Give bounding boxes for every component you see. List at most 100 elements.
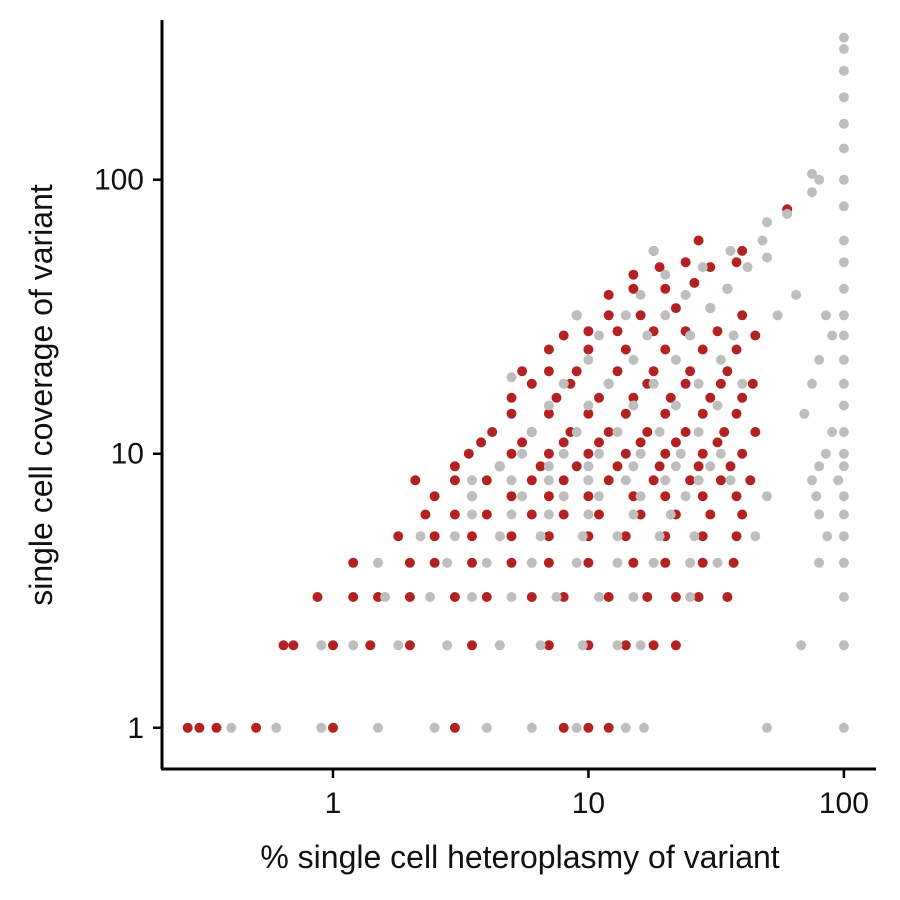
data-point-s1-48	[612, 531, 623, 542]
data-point-s0-161	[603, 289, 614, 300]
data-point-s0-32	[722, 592, 733, 602]
data-point-s1-43	[415, 531, 426, 542]
data-point-s1-18	[577, 640, 588, 651]
data-point-s1-144	[697, 262, 708, 273]
data-point-s1-154	[807, 187, 817, 198]
data-point-s0-63	[737, 509, 748, 520]
data-point-s1-51	[750, 531, 761, 542]
data-point-s1-94	[715, 448, 726, 459]
data-point-s1-110	[838, 400, 849, 411]
y-tick-label: 10	[111, 438, 144, 471]
data-point-s1-124	[838, 354, 849, 365]
data-point-s1-137	[838, 310, 849, 321]
data-point-s0-5	[449, 722, 460, 733]
data-point-s0-0	[182, 722, 193, 733]
data-point-s1-98	[571, 427, 582, 437]
data-point-s1-65	[594, 491, 604, 502]
data-point-s1-55	[506, 509, 517, 520]
data-point-s1-50	[689, 531, 700, 542]
data-point-s1-5	[481, 722, 492, 733]
data-point-s1-58	[628, 509, 639, 520]
data-point-s0-46	[467, 531, 477, 542]
data-point-s0-137	[571, 366, 582, 377]
data-point-s0-111	[680, 427, 691, 437]
data-point-s1-73	[543, 475, 554, 486]
data-point-s0-170	[731, 257, 742, 268]
data-point-s0-57	[526, 509, 537, 520]
data-point-s0-72	[731, 491, 742, 502]
data-point-s0-112	[719, 427, 730, 437]
data-point-s0-133	[715, 378, 726, 389]
data-point-s1-78	[725, 475, 736, 486]
data-point-s1-21	[796, 640, 807, 651]
data-point-s0-134	[747, 378, 758, 389]
data-point-s1-156	[807, 168, 817, 179]
data-point-s0-20	[312, 592, 323, 602]
data-point-s1-161	[838, 92, 849, 103]
data-point-s0-24	[449, 592, 460, 602]
data-point-s0-83	[449, 461, 460, 472]
data-point-s0-13	[404, 640, 415, 651]
data-point-s0-92	[506, 448, 517, 459]
ticks-layer: 1 10 100 1 10 100	[94, 164, 869, 820]
data-point-s1-79	[807, 475, 817, 486]
data-point-s1-3	[373, 722, 383, 733]
data-point-s0-96	[660, 448, 671, 459]
data-point-s0-14	[467, 640, 477, 651]
data-point-s0-115	[543, 408, 554, 419]
x-tick-label: 100	[819, 787, 869, 820]
data-point-s1-90	[558, 448, 569, 459]
data-point-s0-97	[697, 448, 708, 459]
data-point-s0-117	[620, 408, 631, 419]
data-point-s1-24	[425, 592, 436, 602]
data-point-s0-121	[506, 392, 517, 403]
data-point-s0-116	[583, 408, 594, 419]
data-point-s1-162	[838, 65, 849, 76]
data-point-s0-11	[328, 640, 338, 651]
data-point-s0-89	[693, 461, 704, 472]
data-point-s1-105	[583, 400, 594, 411]
data-point-s1-139	[680, 289, 691, 300]
data-point-s1-41	[814, 557, 825, 568]
data-point-s1-104	[543, 400, 554, 411]
data-point-s1-116	[737, 378, 748, 389]
data-point-s1-93	[675, 448, 686, 459]
data-point-s0-60	[635, 509, 646, 520]
data-point-s1-66	[635, 491, 646, 502]
data-point-s1-23	[380, 592, 391, 602]
data-point-s0-37	[506, 557, 517, 568]
data-point-s1-101	[693, 427, 704, 437]
data-point-s0-168	[680, 257, 691, 268]
data-point-s1-30	[685, 592, 696, 602]
data-point-s1-22	[838, 640, 849, 651]
data-point-s0-3	[251, 722, 262, 733]
data-point-s1-102	[827, 427, 838, 437]
data-point-s0-132	[680, 378, 691, 389]
data-point-s0-68	[583, 491, 594, 502]
data-point-s1-115	[693, 378, 704, 389]
y-tick-label: 1	[127, 712, 144, 745]
data-point-s1-44	[449, 531, 460, 542]
data-point-s1-19	[612, 640, 623, 651]
data-point-s0-123	[594, 392, 604, 403]
data-point-s1-127	[685, 330, 696, 341]
data-point-s1-8	[620, 722, 631, 733]
data-point-s0-7	[583, 722, 594, 733]
data-point-s1-148	[648, 245, 659, 256]
data-point-s0-27	[558, 592, 569, 602]
data-point-s0-172	[693, 235, 704, 246]
data-point-s0-138	[612, 366, 623, 377]
data-point-s0-139	[648, 366, 659, 377]
data-point-s1-114	[648, 378, 659, 389]
data-point-s1-103	[838, 427, 849, 437]
data-point-s0-58	[558, 509, 569, 520]
data-point-s1-160	[838, 118, 849, 129]
data-point-s0-15	[543, 640, 554, 651]
data-point-s1-131	[571, 310, 582, 321]
data-point-s0-76	[526, 475, 537, 486]
data-point-s0-124	[628, 392, 639, 403]
data-point-s0-144	[620, 344, 631, 355]
data-point-s0-153	[712, 326, 723, 337]
data-point-s0-34	[404, 557, 415, 568]
